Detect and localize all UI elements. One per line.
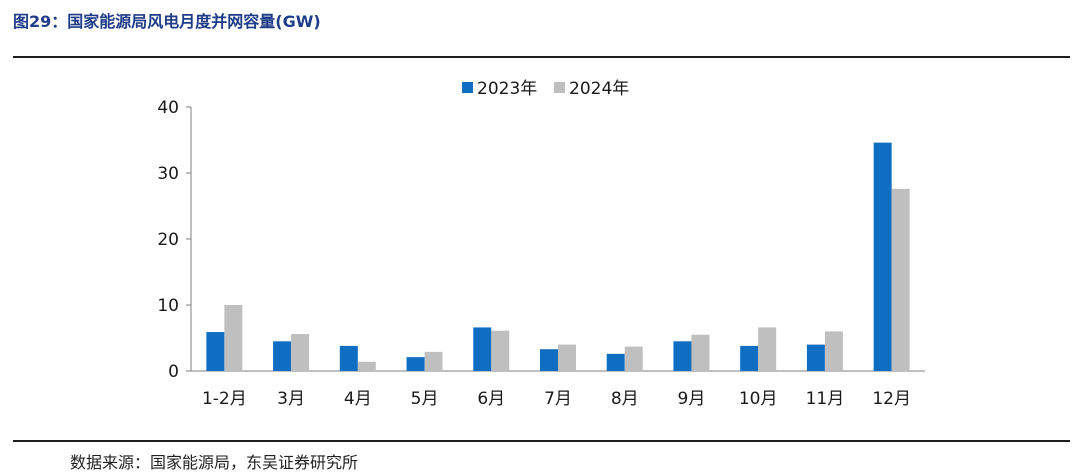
y-tick-label: 20	[157, 230, 179, 250]
x-tick-label: 9月	[678, 389, 706, 409]
y-tick-label: 30	[157, 164, 179, 184]
bottom-rule	[13, 440, 1070, 442]
x-tick-label: 4月	[344, 389, 372, 409]
bar-series-2	[691, 334, 710, 371]
bar-series-1	[673, 341, 692, 371]
x-tick-label: 10月	[739, 389, 778, 409]
bar-series-1	[873, 142, 892, 371]
legend-label: 2024年	[569, 79, 629, 99]
x-tick-label: 11月	[806, 389, 845, 409]
legend-swatch	[554, 82, 565, 93]
bar-series-2	[224, 305, 243, 371]
bar-series-1	[473, 327, 492, 371]
x-tick-label: 1-2月	[202, 389, 247, 409]
y-tick-label: 0	[168, 362, 179, 382]
bar-series-2	[624, 346, 643, 371]
bar-series-1	[806, 344, 825, 371]
bar-series-1	[339, 345, 358, 371]
x-tick-label: 6月	[477, 389, 505, 409]
bar-chart: 0 10 20 30 40 1-2月 3月 4月 5月 6月 7月 8月 9月 10月 11月 12月 2023…	[157, 79, 925, 409]
top-rule	[13, 56, 1070, 58]
bar-series-2	[558, 344, 576, 371]
bar-series-2	[891, 188, 910, 371]
bar-series-1	[206, 332, 225, 371]
x-tick-label: 8月	[611, 389, 639, 409]
bar-series-1	[740, 345, 759, 371]
bar-series-2	[824, 331, 843, 371]
x-tick-label: 7月	[544, 389, 572, 409]
bar-series-2	[291, 334, 310, 371]
bar-series-1	[540, 349, 558, 371]
y-tick-label: 40	[157, 98, 179, 118]
y-tick-label: 10	[157, 296, 179, 316]
x-tick-label: 12月	[872, 389, 911, 409]
x-tick-label: 3月	[277, 389, 305, 409]
bar-series-1	[406, 357, 425, 371]
bar-series-2	[491, 330, 510, 371]
bar-series-1	[273, 341, 292, 371]
legend-label: 2023年	[477, 79, 537, 99]
source-note: 数据来源：国家能源局，东吴证券研究所	[70, 453, 359, 472]
bar-series-2	[357, 361, 376, 371]
x-tick-label: 5月	[411, 389, 439, 409]
bar-series-2	[424, 351, 443, 371]
bar-series-1	[606, 353, 625, 371]
figure-title: 图29：国家能源局风电月度并网容量(GW)	[13, 12, 321, 31]
bar-series-2	[758, 327, 777, 371]
legend-swatch	[462, 82, 473, 93]
